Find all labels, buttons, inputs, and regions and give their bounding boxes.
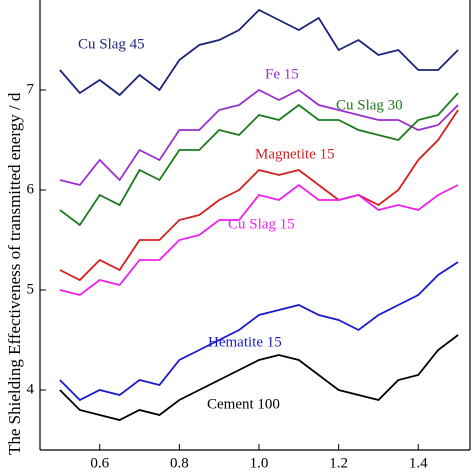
x-tick-label: 1.2 xyxy=(329,455,348,471)
series-label: Magnetite 15 xyxy=(255,146,335,162)
series-line xyxy=(59,92,459,227)
series-label: Cu Slag 15 xyxy=(228,216,295,232)
x-tick-label: 0.8 xyxy=(170,455,189,471)
x-tick-label: 0.6 xyxy=(90,455,109,471)
series-label: Hematite 15 xyxy=(208,334,282,350)
series-label: Cu Slag 30 xyxy=(336,97,403,113)
series-line xyxy=(59,8,459,97)
series-label: Fe 15 xyxy=(265,66,299,82)
x-tick-label: 1.4 xyxy=(409,455,428,471)
series-line xyxy=(59,261,459,402)
series-line xyxy=(59,109,459,282)
series-line xyxy=(59,334,459,421)
series-label: Cement 100 xyxy=(207,396,280,412)
x-tick-label: 1.0 xyxy=(250,455,269,471)
series-label: Cu Slag 45 xyxy=(78,36,145,52)
y-tick-label: 6 xyxy=(27,181,35,197)
y-tick-label: 5 xyxy=(27,281,35,297)
y-tick-label: 7 xyxy=(27,81,35,97)
y-axis-label: The Shielding Effectiveness of transmitt… xyxy=(5,92,24,455)
series-line xyxy=(59,88,459,187)
y-tick-label: 4 xyxy=(27,381,35,397)
series-line xyxy=(59,183,459,296)
